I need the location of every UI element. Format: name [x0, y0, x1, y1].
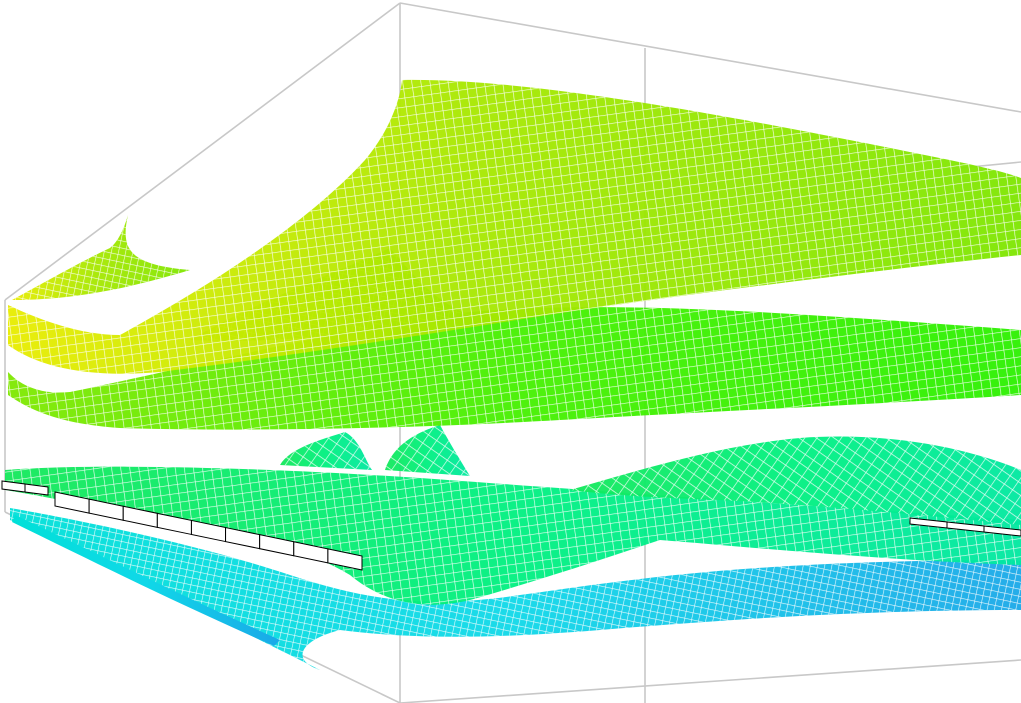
beam-segment: [327, 548, 363, 571]
frame-edge: [4, 2, 401, 301]
beam-segment: [983, 525, 1021, 537]
beam-segment: [24, 483, 49, 496]
frame-edge: [399, 2, 1021, 113]
frame-edge: [399, 659, 1021, 703]
lower-green-surface: [5, 425, 1021, 605]
yellow-green-surface: [8, 79, 1021, 374]
cyan-surface: [10, 508, 1021, 670]
segmented-beam-elements: [1, 480, 1021, 571]
